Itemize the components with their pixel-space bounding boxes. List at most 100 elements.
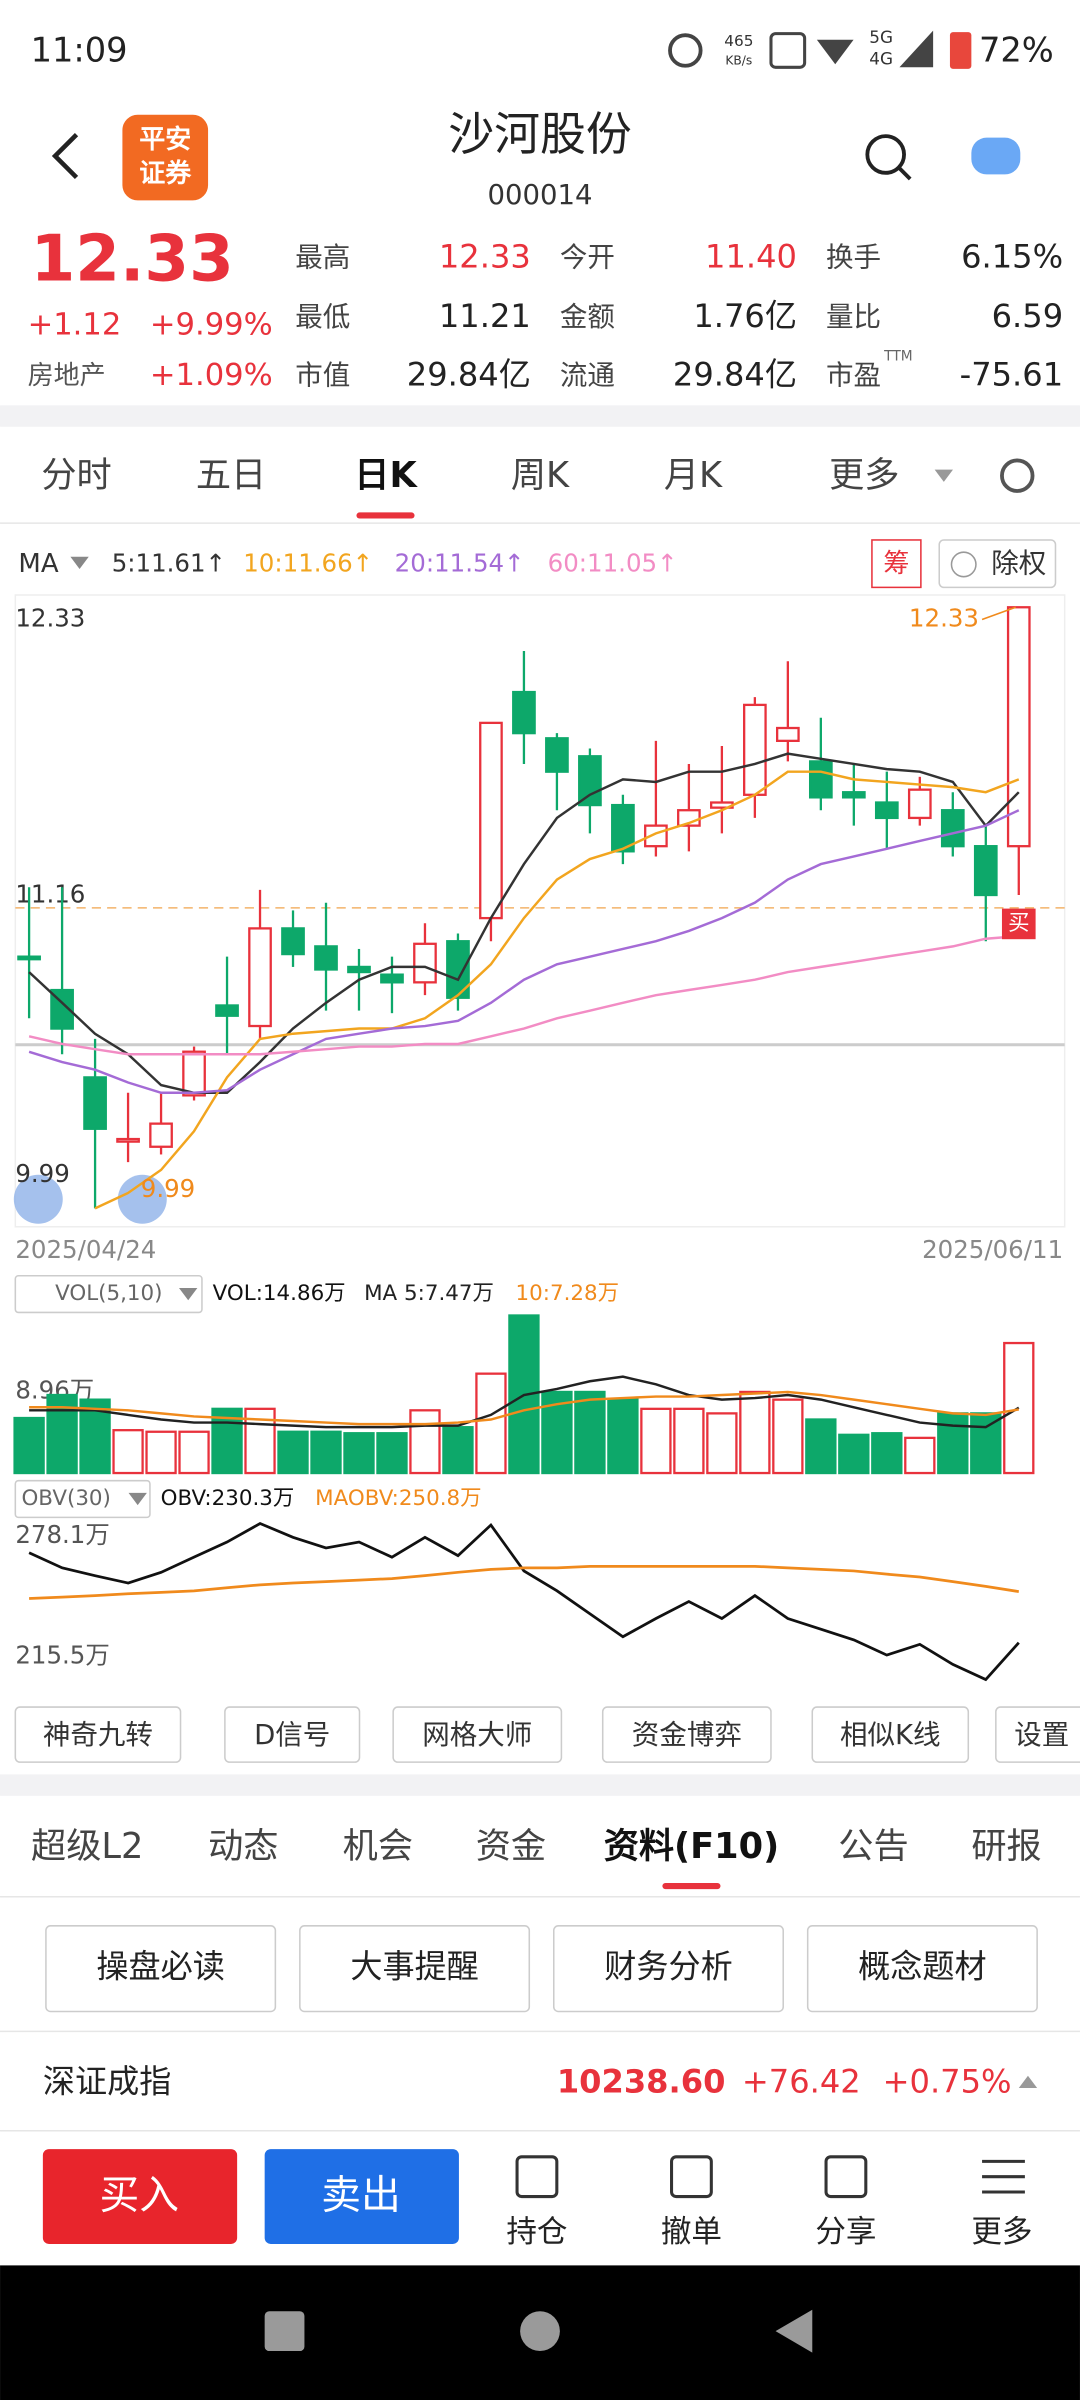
obv-dropdown[interactable] xyxy=(128,1492,147,1506)
action-label[interactable]: 持仓 xyxy=(506,2215,567,2250)
expand-icon[interactable] xyxy=(1018,2075,1038,2088)
sell-label[interactable]: 卖出 xyxy=(321,2173,401,2219)
volume-bar xyxy=(805,1418,837,1475)
volume-bar xyxy=(970,1412,1002,1475)
buy-label[interactable]: 买入 xyxy=(99,2173,179,2219)
tool-button[interactable] xyxy=(811,1706,970,1763)
period-tab[interactable]: 月K xyxy=(664,455,723,496)
volume-bar xyxy=(937,1412,969,1475)
scroll-left-button[interactable] xyxy=(13,1174,63,1224)
sub-tab[interactable]: 资料(F10) xyxy=(604,1826,779,1867)
vol-indicator[interactable]: VOL(5,10) xyxy=(55,1281,162,1306)
f10-button[interactable] xyxy=(45,1925,277,2013)
tool-label[interactable]: D信号 xyxy=(254,1719,330,1751)
tool-button[interactable] xyxy=(224,1706,361,1763)
field-label: 最高 xyxy=(295,242,350,274)
f10-button[interactable] xyxy=(553,1925,784,2013)
vol-ma-legend: 10:7.28万 xyxy=(516,1281,620,1306)
buy-button[interactable] xyxy=(42,2149,238,2244)
last-price: 12.33 xyxy=(31,222,234,297)
candle-body xyxy=(479,721,503,920)
action-label[interactable]: 分享 xyxy=(815,2215,876,2250)
line-series xyxy=(28,934,1019,1056)
period-tab[interactable]: 分时 xyxy=(41,455,111,496)
settings-button[interactable] xyxy=(1000,458,1035,493)
candle-body xyxy=(907,788,932,820)
f10-label[interactable]: 财务分析 xyxy=(604,1948,732,1986)
sub-tab[interactable]: 资金 xyxy=(476,1826,546,1867)
index-change: +76.42 xyxy=(742,2062,861,2100)
vol-indicator-box[interactable] xyxy=(14,1274,203,1314)
tool-button[interactable] xyxy=(392,1706,563,1763)
tool-label[interactable]: 神奇九转 xyxy=(43,1719,153,1751)
search-button[interactable] xyxy=(865,134,906,175)
tool-button[interactable] xyxy=(995,1706,1080,1763)
candle-body xyxy=(248,927,272,1028)
f10-label[interactable]: 大事提醒 xyxy=(350,1948,478,1986)
search-handle xyxy=(898,166,912,181)
line-series xyxy=(28,809,1020,1094)
chip-tag[interactable]: 筹 xyxy=(883,549,909,579)
assistant-button[interactable] xyxy=(971,137,1021,175)
tool-label[interactable]: 网格大师 xyxy=(422,1719,532,1751)
ma-legend: 20:11.54↑ xyxy=(395,548,525,577)
ma-label[interactable]: MA xyxy=(18,549,58,579)
recents-button[interactable] xyxy=(264,2311,305,2352)
home-button[interactable] xyxy=(520,2311,560,2352)
period-tab[interactable]: 更多 xyxy=(829,455,899,496)
f10-button[interactable] xyxy=(299,1925,531,2013)
obv-tick-label: 278.1万 xyxy=(15,1520,110,1549)
sub-tab[interactable]: 研报 xyxy=(971,1826,1041,1867)
line-series xyxy=(28,1521,1020,1682)
sub-tab[interactable]: 超级L2 xyxy=(31,1826,143,1867)
sub-tab[interactable]: 公告 xyxy=(838,1826,908,1867)
line-series xyxy=(94,770,1020,1210)
chip-tag-box[interactable] xyxy=(871,539,922,589)
volume-bar xyxy=(13,1416,45,1475)
volume-bar xyxy=(673,1407,705,1475)
index-pct: +0.75% xyxy=(883,2062,1012,2100)
cancel-icon[interactable] xyxy=(670,2155,713,2199)
back-button[interactable] xyxy=(51,132,79,180)
obv-indicator-box[interactable] xyxy=(14,1479,151,1519)
index-name: 深证成指 xyxy=(43,2062,171,2100)
field-label: 金额 xyxy=(560,301,615,333)
rights-tag[interactable]: 除权 xyxy=(991,547,1046,579)
position-icon[interactable] xyxy=(515,2155,559,2199)
tool-label[interactable]: 设置 xyxy=(1014,1719,1069,1751)
obv-tick-label: 215.5万 xyxy=(15,1641,110,1670)
action-label[interactable]: 撤单 xyxy=(661,2215,722,2250)
f10-button[interactable] xyxy=(806,1925,1038,2013)
period-tab[interactable]: 五日 xyxy=(196,455,266,496)
tab-indicator xyxy=(662,1882,721,1890)
sub-tab[interactable]: 动态 xyxy=(208,1826,278,1867)
tool-label[interactable]: 相似K线 xyxy=(840,1719,941,1751)
obv-indicator[interactable]: OBV(30) xyxy=(21,1486,110,1511)
volume-bar xyxy=(343,1432,375,1475)
battery-icon xyxy=(949,32,972,69)
more-dropdown[interactable] xyxy=(934,469,954,482)
period-tab[interactable]: 周K xyxy=(511,455,570,496)
ma-dropdown[interactable] xyxy=(70,556,89,570)
volume-bar xyxy=(376,1432,408,1475)
tool-label[interactable]: 资金博弈 xyxy=(632,1719,742,1751)
field-label: 最低 xyxy=(295,301,350,333)
candle-body xyxy=(347,965,371,974)
f10-label[interactable]: 操盘必读 xyxy=(96,1948,224,1986)
candle-body xyxy=(611,803,635,853)
tool-button[interactable] xyxy=(601,1706,772,1763)
candle-body xyxy=(149,1122,173,1148)
back-nav-button[interactable] xyxy=(775,2309,813,2353)
zoom-button[interactable] xyxy=(117,1174,167,1224)
vol-dropdown[interactable] xyxy=(179,1287,198,1301)
share-icon[interactable] xyxy=(824,2155,868,2199)
sell-button[interactable] xyxy=(264,2149,459,2244)
action-label[interactable]: 更多 xyxy=(971,2215,1032,2250)
more-icon[interactable] xyxy=(982,2159,1025,2194)
candle-body xyxy=(215,1004,239,1017)
tool-button[interactable] xyxy=(14,1706,182,1763)
f10-label[interactable]: 概念题材 xyxy=(858,1948,986,1986)
candle-body xyxy=(973,845,998,897)
sub-tab[interactable]: 机会 xyxy=(343,1826,413,1867)
period-tab[interactable]: 日K xyxy=(354,455,418,496)
